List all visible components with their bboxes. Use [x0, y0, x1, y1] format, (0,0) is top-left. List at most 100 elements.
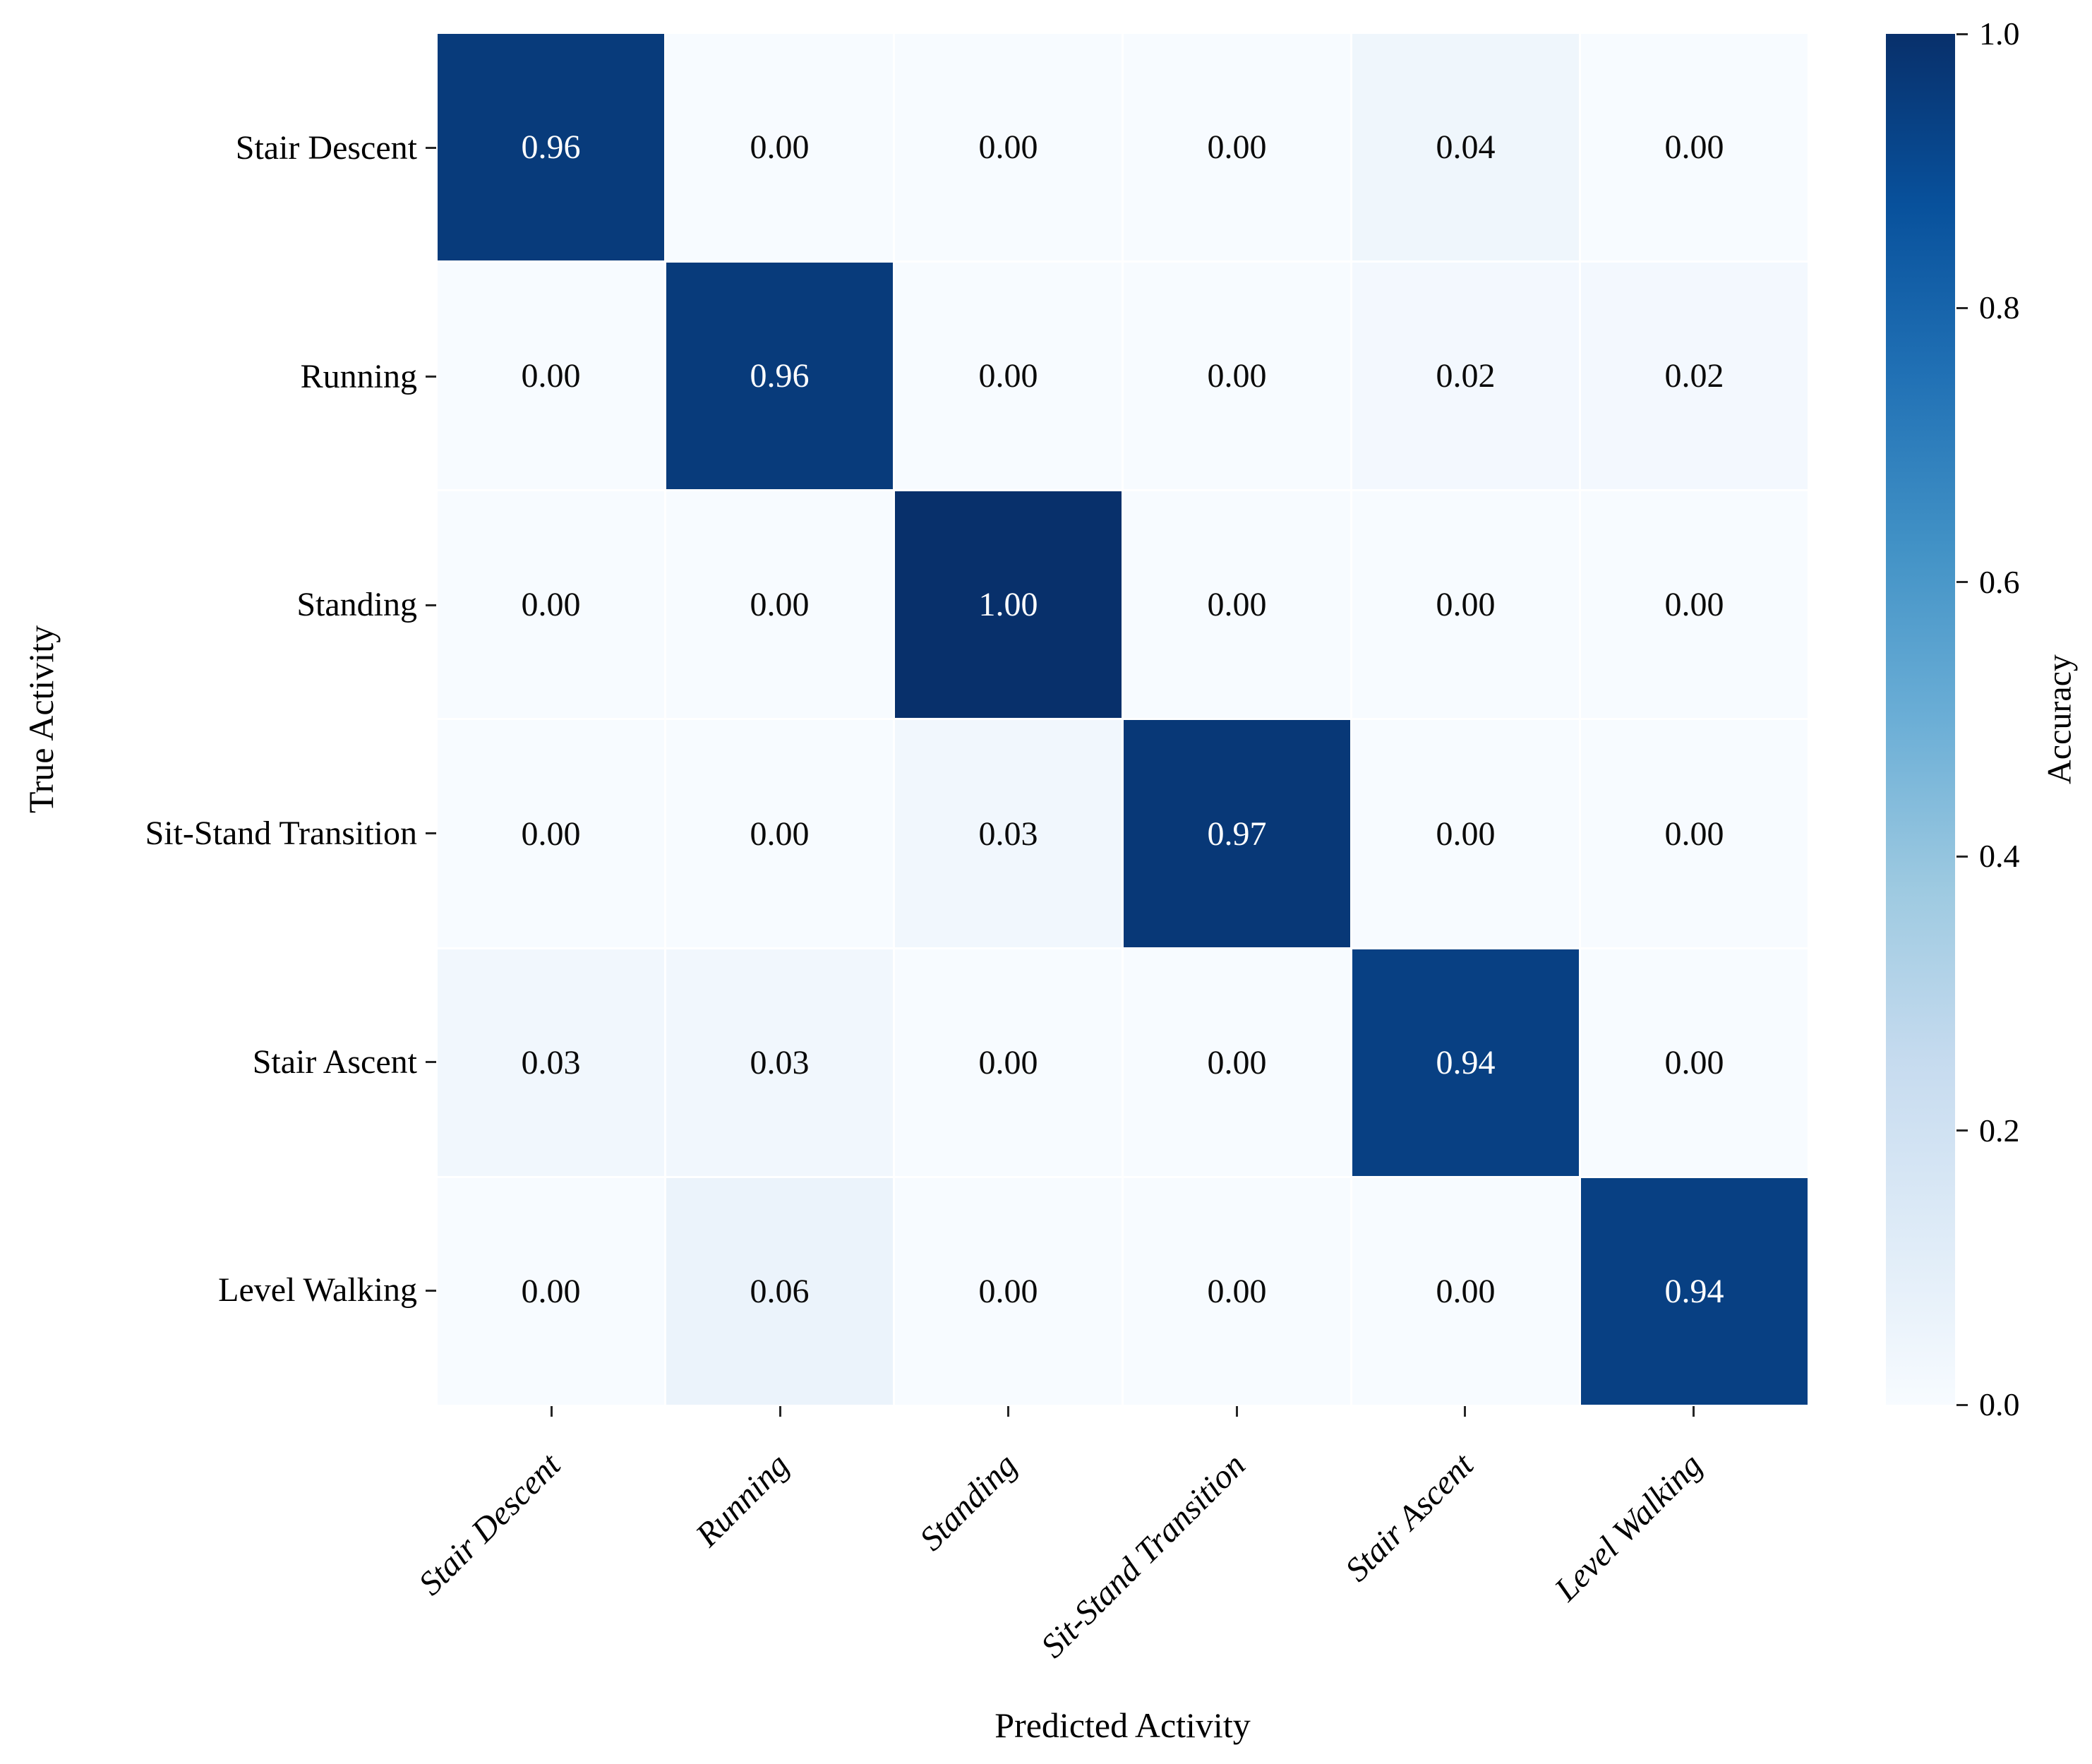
heatmap-cell: 0.00 [438, 720, 664, 947]
heatmap-cell: 0.94 [1581, 1177, 1808, 1405]
heatmap-cell-value: 0.00 [521, 1272, 581, 1310]
heatmap-cell: 0.97 [1124, 720, 1350, 947]
y-tick-label: Sit-Stand Transition [145, 814, 417, 852]
y-tick-mark [426, 147, 436, 150]
y-tick-mark [426, 1061, 436, 1063]
heatmap-cell-value: 0.06 [750, 1272, 810, 1310]
heatmap-cell-value: 0.00 [1436, 815, 1496, 853]
heatmap-cell-value: 0.97 [1207, 815, 1267, 853]
heatmap-cell-value: 0.03 [521, 1043, 581, 1081]
y-tick-mark [426, 376, 436, 378]
heatmap-cell-value: 0.00 [1664, 815, 1724, 853]
colorbar-tick-mark [1956, 855, 1968, 858]
x-axis-title: Predicted Activity [994, 1705, 1251, 1745]
heatmap-cell: 0.00 [1124, 491, 1350, 719]
heatmap-cell: 0.00 [1352, 720, 1579, 947]
x-tick-label: Level Walking [1547, 1446, 1709, 1609]
colorbar-tick-mark [1956, 306, 1968, 309]
colorbar-tick-label: 0.0 [1979, 1386, 2020, 1422]
heatmap-cell: 0.00 [1352, 491, 1579, 719]
colorbar-tick-label: 0.2 [1979, 1112, 2020, 1148]
heatmap-cell-value: 0.00 [1664, 128, 1724, 167]
heatmap-cell: 0.96 [666, 263, 893, 490]
heatmap-cell-value: 0.00 [1207, 586, 1267, 624]
heatmap-cell: 0.96 [438, 34, 664, 261]
heatmap-cell-value: 0.00 [1207, 1043, 1267, 1081]
heatmap-cell-value: 0.00 [750, 128, 810, 167]
x-tick-mark [779, 1406, 781, 1417]
heatmap-cell: 0.03 [895, 720, 1122, 947]
heatmap-cell: 0.03 [438, 949, 664, 1176]
heatmap-cell: 0.00 [895, 34, 1122, 261]
heatmap-cell: 0.02 [1581, 263, 1808, 490]
heatmap-cell-value: 0.00 [978, 1043, 1038, 1081]
x-tick-label: Stair Descent [411, 1446, 568, 1603]
heatmap-cell: 0.00 [1124, 1177, 1350, 1405]
heatmap-cell: 0.00 [1124, 263, 1350, 490]
colorbar-title: Accuracy [2040, 654, 2079, 784]
heatmap-cell: 0.00 [438, 491, 664, 719]
heatmap-cell: 0.00 [895, 1177, 1122, 1405]
colorbar-tick-label: 0.8 [1979, 289, 2020, 326]
x-tick-label: Running [688, 1446, 796, 1554]
heatmap-cell-value: 0.00 [521, 815, 581, 853]
heatmap-cell-value: 1.00 [978, 586, 1038, 624]
heatmap-cell-value: 0.94 [1664, 1272, 1724, 1310]
heatmap-cell-value: 0.00 [750, 815, 810, 853]
x-tick-mark [1235, 1406, 1238, 1417]
heatmap-cell-value: 0.00 [1436, 1272, 1496, 1310]
colorbar-tick-mark [1956, 581, 1968, 584]
heatmap-cell: 0.00 [1352, 1177, 1579, 1405]
heatmap-cell: 0.94 [1352, 949, 1579, 1176]
x-tick-mark [1692, 1406, 1695, 1417]
heatmap-cell: 0.00 [1124, 34, 1350, 261]
heatmap-cell-value: 0.00 [978, 1272, 1038, 1310]
heatmap-cell: 0.00 [1581, 491, 1808, 719]
heatmap-cell-value: 0.00 [1207, 128, 1267, 167]
heatmap-cell-value: 0.00 [1207, 1272, 1267, 1310]
heatmap-cell-value: 0.03 [750, 1043, 810, 1081]
y-tick-label: Stair Descent [235, 128, 417, 167]
x-tick-mark [1464, 1406, 1467, 1417]
heatmap-cell-value: 0.00 [1207, 357, 1267, 395]
heatmap-cell: 0.00 [666, 491, 893, 719]
heatmap-cell: 0.00 [438, 263, 664, 490]
heatmap-cell-value: 0.02 [1436, 357, 1496, 395]
y-tick-label: Stair Ascent [252, 1043, 417, 1081]
heatmap-cell-value: 0.00 [1664, 586, 1724, 624]
colorbar-tick-mark [1956, 1403, 1968, 1406]
heatmap-cell-value: 0.00 [978, 128, 1038, 167]
heatmap-cell: 0.00 [438, 1177, 664, 1405]
confusion-matrix-heatmap: 0.96 0.00 0.00 0.00 0.04 0.00 0.00 0.96 0.00 0.00… [438, 34, 1808, 1405]
y-tick-label: Standing [296, 586, 417, 624]
colorbar-tick-mark [1956, 1129, 1968, 1132]
y-tick-label: Level Walking [218, 1271, 417, 1309]
y-axis-title: True Activity [21, 625, 61, 814]
heatmap-cell: 0.02 [1352, 263, 1579, 490]
x-tick-label: Sit-Stand Transition [1033, 1446, 1253, 1665]
heatmap-cell-value: 0.02 [1664, 357, 1724, 395]
heatmap-cell: 0.04 [1352, 34, 1579, 261]
x-tick-mark [551, 1406, 553, 1417]
heatmap-cell: 1.00 [895, 491, 1122, 719]
heatmap-cell-value: 0.96 [521, 128, 581, 167]
colorbar-tick-mark [1956, 32, 1968, 35]
heatmap-cell: 0.00 [666, 720, 893, 947]
heatmap-cell-value: 0.00 [750, 586, 810, 624]
heatmap-cell-value: 0.00 [521, 586, 581, 624]
x-tick-label: Stair Ascent [1338, 1446, 1481, 1589]
heatmap-cell: 0.00 [666, 34, 893, 261]
x-tick-label: Standing [912, 1446, 1025, 1559]
heatmap-cell-value: 0.04 [1436, 128, 1496, 167]
heatmap-cell-value: 0.00 [1436, 586, 1496, 624]
heatmap-cell-value: 0.00 [978, 357, 1038, 395]
heatmap-cell: 0.00 [1124, 949, 1350, 1176]
heatmap-cell-value: 0.94 [1436, 1043, 1496, 1081]
y-tick-mark [426, 832, 436, 835]
heatmap-cell: 0.00 [1581, 720, 1808, 947]
y-tick-label: Running [300, 357, 417, 395]
y-tick-mark [426, 1289, 436, 1292]
heatmap-cell-value: 0.00 [1664, 1043, 1724, 1081]
x-tick-mark [1007, 1406, 1010, 1417]
